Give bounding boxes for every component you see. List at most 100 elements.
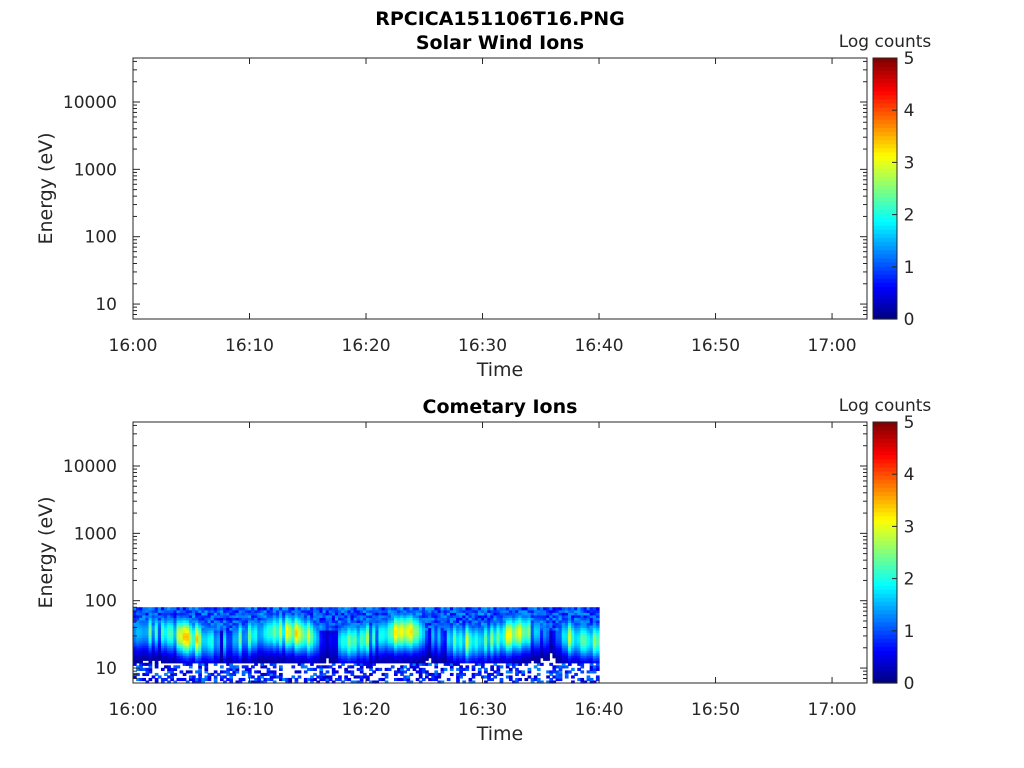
sw-colorbar-step: [873, 302, 897, 308]
ci-heatmap-cell: [505, 642, 510, 646]
ci-heatmap-cell: [347, 632, 352, 636]
ci-heatmap-cell: [207, 650, 212, 654]
sw-x-axis-label: Time: [476, 359, 524, 381]
ci-heatmap-cell: [182, 607, 187, 611]
ci-heatmap-cell: [170, 637, 174, 641]
ci-heatmap-cell: [182, 655, 187, 659]
ci-heatmap-cell: [216, 652, 221, 656]
ci-heatmap-cell: [421, 655, 426, 659]
ci-heatmap-cell: [400, 647, 404, 651]
ci-heatmap-cell: [536, 677, 541, 682]
ci-heatmap-cell: [415, 642, 420, 646]
ci-heatmap-cell: [238, 607, 243, 611]
ci-heatmap-cell: [409, 680, 414, 684]
ci-heatmap-cell: [260, 617, 265, 621]
ci-heatmap-cell: [456, 647, 460, 651]
ci-heatmap-cell: [592, 632, 597, 636]
ci-heatmap-cell: [577, 642, 581, 646]
ci-heatmap-cell: [350, 660, 355, 664]
ci-heatmap-cell: [456, 627, 460, 631]
ci-heatmap-cell: [182, 632, 187, 636]
ci-heatmap-cell: [515, 672, 519, 677]
ci-heatmap-cell: [195, 640, 199, 644]
ci-heatmap-cell: [459, 650, 463, 654]
ci-heatmap-cell: [533, 619, 538, 623]
ci-heatmap-cell: [505, 652, 510, 656]
ci-heatmap-cell: [459, 607, 463, 611]
ci-heatmap-cell: [443, 660, 448, 664]
ci-heatmap-cell: [536, 619, 541, 623]
ci-heatmap-cell: [154, 624, 159, 629]
ci-heatmap-cell: [260, 642, 265, 646]
ci-heatmap-cell: [496, 670, 501, 674]
sw-colorbar-step: [873, 184, 897, 190]
ci-heatmap-cell: [136, 624, 140, 629]
ci-colorbar-step: [873, 491, 897, 497]
ci-heatmap-cell: [300, 632, 305, 636]
ci-heatmap-cell: [549, 635, 554, 639]
ci-heatmap-cell: [558, 642, 563, 646]
ci-heatmap-cell: [555, 622, 560, 626]
ci-heatmap-cell: [257, 652, 261, 656]
ci-heatmap-cell: [185, 632, 190, 636]
ci-heatmap-cell: [400, 655, 404, 659]
ci-heatmap-cell: [216, 660, 221, 664]
ci-heatmap-cell: [266, 642, 271, 646]
ci-heatmap-cell: [341, 612, 345, 616]
ci-heatmap-cell: [297, 650, 302, 654]
ci-heatmap-cell: [403, 675, 408, 679]
ci-heatmap-cell: [496, 655, 501, 659]
ci-heatmap-cell: [508, 619, 513, 623]
ci-heatmap-cell: [179, 629, 184, 634]
ci-heatmap-cell: [527, 622, 532, 626]
ci-heatmap-cell: [294, 632, 299, 636]
ci-heatmap-cell: [390, 640, 395, 644]
ci-heatmap-cell: [530, 647, 535, 651]
ci-heatmap-cell: [229, 647, 234, 651]
ci-heatmap-cell: [244, 629, 249, 634]
ci-heatmap-cell: [192, 642, 196, 646]
ci-heatmap-cell: [341, 662, 345, 666]
ci-heatmap-cell: [564, 627, 569, 631]
ci-heatmap-cell: [279, 619, 283, 623]
ci-heatmap-cell: [434, 670, 439, 674]
ci-heatmap-cell: [244, 640, 249, 644]
ci-heatmap-cell: [195, 645, 199, 649]
ci-heatmap-cell: [313, 650, 317, 654]
ci-heatmap-cell: [480, 627, 485, 631]
ci-heatmap-cell: [182, 609, 187, 613]
ci-heatmap-cell: [176, 622, 181, 626]
ci-heatmap-cell: [462, 635, 467, 639]
ci-heatmap-cell: [210, 637, 215, 641]
ci-heatmap-cell: [453, 635, 457, 639]
ci-heatmap-cell: [170, 619, 174, 623]
ci-heatmap-cell: [139, 650, 143, 654]
ci-heatmap-cell: [543, 632, 547, 636]
ci-heatmap-cell: [474, 652, 479, 656]
ci-heatmap-cell: [362, 675, 367, 679]
ci-heatmap-cell: [279, 650, 283, 654]
ci-heatmap-cell: [443, 645, 448, 649]
ci-heatmap-cell: [505, 614, 510, 618]
ci-heatmap-cell: [369, 652, 373, 656]
ci-heatmap-cell: [263, 672, 268, 677]
ci-heatmap-cell: [571, 609, 575, 613]
ci-heatmap-cell: [381, 672, 386, 677]
ci-heatmap-cell: [530, 609, 535, 613]
ci-heatmap-cell: [176, 657, 181, 661]
ci-heatmap-cell: [272, 670, 277, 674]
ci-colorbar-step: [873, 638, 897, 643]
ci-heatmap-cell: [294, 619, 299, 623]
ci-heatmap-cell: [384, 609, 389, 613]
ci-heatmap-cell: [443, 622, 448, 626]
ci-heatmap-cell: [530, 677, 535, 682]
ci-heatmap-cell: [275, 632, 280, 636]
ci-heatmap-cell: [518, 662, 522, 666]
ci-heatmap-cell: [173, 614, 178, 618]
ci-heatmap-cell: [409, 619, 414, 623]
ci-heatmap-cell: [235, 652, 240, 656]
ci-heatmap-cell: [453, 640, 457, 644]
ci-heatmap-cell: [154, 657, 159, 661]
ci-heatmap-cell: [474, 614, 479, 618]
ci-heatmap-cell: [375, 622, 380, 626]
